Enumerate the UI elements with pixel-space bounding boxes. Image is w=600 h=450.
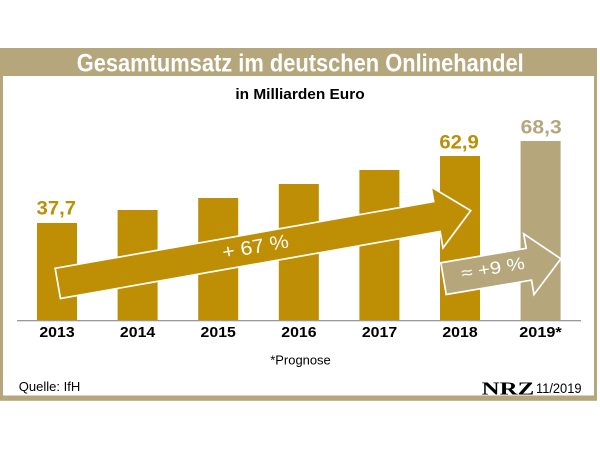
svg-text:2014: 2014 — [120, 324, 156, 341]
svg-text:2017: 2017 — [362, 324, 397, 341]
svg-text:68,3: 68,3 — [521, 117, 562, 138]
svg-text:2018: 2018 — [442, 324, 477, 341]
svg-text:11/2019: 11/2019 — [536, 381, 582, 396]
svg-text:in Milliarden Euro: in Milliarden Euro — [235, 86, 364, 103]
svg-text:NRZ: NRZ — [482, 379, 535, 399]
svg-text:2015: 2015 — [201, 324, 236, 341]
svg-text:Gesamtumsatz im deutschen Onli: Gesamtumsatz im deutschen Onlinehandel — [77, 50, 524, 78]
svg-text:2013: 2013 — [39, 324, 74, 341]
svg-text:37,7: 37,7 — [37, 199, 77, 220]
svg-text:Quelle: IfH: Quelle: IfH — [19, 379, 81, 394]
svg-text:*Prognose: *Prognose — [270, 352, 331, 367]
svg-text:2019*: 2019* — [519, 324, 562, 341]
svg-text:2016: 2016 — [281, 324, 316, 341]
svg-text:62,9: 62,9 — [439, 132, 479, 153]
